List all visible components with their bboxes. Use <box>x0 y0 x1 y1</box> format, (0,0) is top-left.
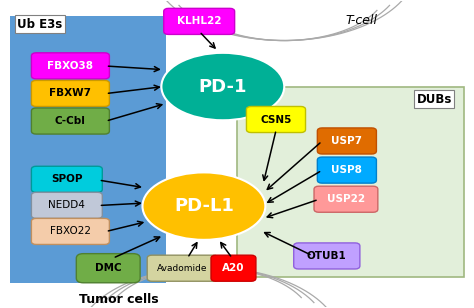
FancyBboxPatch shape <box>10 16 166 283</box>
Text: DUBs: DUBs <box>417 93 452 106</box>
FancyBboxPatch shape <box>318 128 376 154</box>
Text: DMC: DMC <box>95 263 121 273</box>
FancyBboxPatch shape <box>314 186 378 212</box>
Text: FBXW7: FBXW7 <box>49 88 91 99</box>
FancyBboxPatch shape <box>294 243 360 269</box>
Text: Tumor cells: Tumor cells <box>79 293 159 306</box>
Text: NEDD4: NEDD4 <box>48 201 85 210</box>
FancyBboxPatch shape <box>31 108 109 134</box>
FancyBboxPatch shape <box>318 157 376 183</box>
Text: USP22: USP22 <box>327 194 365 204</box>
Text: OTUB1: OTUB1 <box>307 251 346 261</box>
Ellipse shape <box>143 172 265 240</box>
FancyBboxPatch shape <box>147 255 218 281</box>
FancyBboxPatch shape <box>211 255 256 281</box>
Text: USP7: USP7 <box>331 136 363 146</box>
FancyBboxPatch shape <box>31 80 109 107</box>
Text: PD-L1: PD-L1 <box>174 197 234 215</box>
Text: Ub E3s: Ub E3s <box>17 18 63 30</box>
Text: PD-1: PD-1 <box>199 78 247 95</box>
FancyBboxPatch shape <box>31 218 109 245</box>
Text: SPOP: SPOP <box>51 174 82 184</box>
Text: FBXO22: FBXO22 <box>50 226 91 237</box>
FancyBboxPatch shape <box>76 254 140 283</box>
Text: CSN5: CSN5 <box>260 115 292 124</box>
FancyBboxPatch shape <box>31 166 102 192</box>
Ellipse shape <box>161 53 284 120</box>
Text: Avadomide: Avadomide <box>157 264 208 273</box>
Text: KLHL22: KLHL22 <box>177 16 221 26</box>
Text: FBXO38: FBXO38 <box>47 61 93 71</box>
Text: USP8: USP8 <box>331 165 362 175</box>
Text: C-Cbl: C-Cbl <box>55 116 86 126</box>
FancyBboxPatch shape <box>246 107 306 132</box>
Text: T-cell: T-cell <box>346 14 378 27</box>
Text: A20: A20 <box>222 263 245 273</box>
FancyBboxPatch shape <box>164 8 235 34</box>
FancyBboxPatch shape <box>31 192 102 218</box>
FancyBboxPatch shape <box>237 87 464 277</box>
FancyBboxPatch shape <box>31 53 109 79</box>
